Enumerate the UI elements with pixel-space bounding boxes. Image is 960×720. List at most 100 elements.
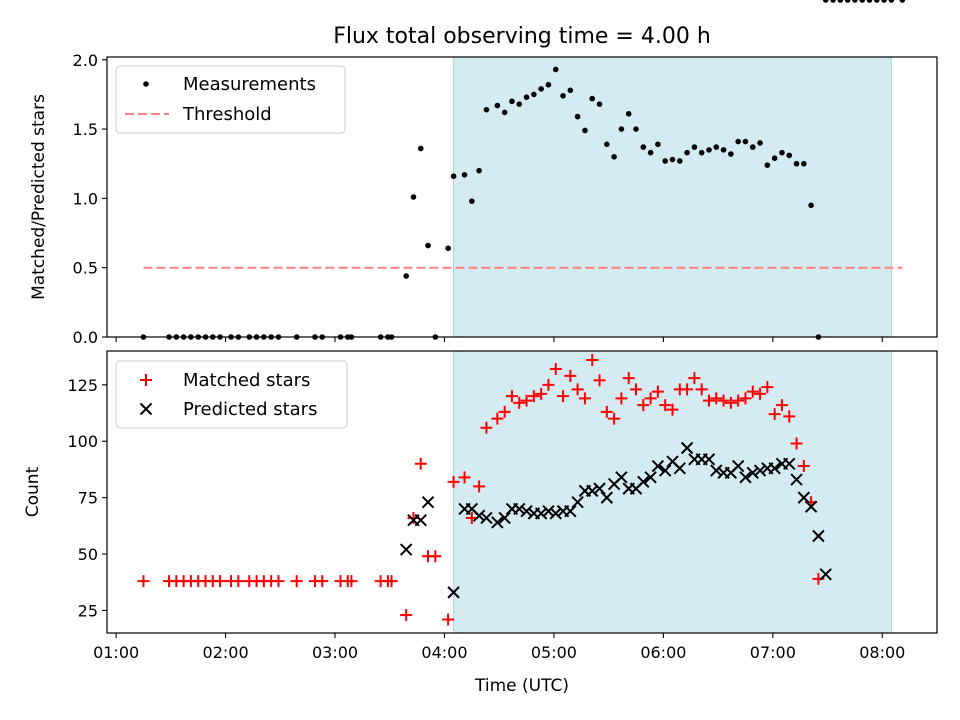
legend-label-matched: Matched stars [183, 370, 310, 391]
measurement-point [552, 66, 559, 73]
measurement-point [764, 162, 771, 168]
x-axis-label: Time (UTC) [474, 676, 569, 696]
measurement-point [742, 138, 749, 145]
measurement-point [676, 158, 683, 164]
predicted-star-point [680, 441, 694, 455]
predicted-star-points [399, 441, 832, 599]
matched-star-point [400, 608, 413, 621]
bottom-axes-frame [106, 350, 938, 634]
measurement-point [655, 141, 661, 148]
y-tick-label: 125 [67, 376, 98, 395]
predicted-star-point [513, 502, 526, 516]
predicted-star-point [480, 511, 493, 525]
matched-star-point [429, 550, 442, 563]
matched-star-point [659, 399, 672, 412]
matched-star-point [571, 383, 584, 396]
measurement-point [779, 149, 785, 156]
matched-star-point [783, 410, 796, 423]
measurement-point [830, 0, 836, 3]
observing-window-band [453, 56, 892, 338]
measurement-point [589, 95, 596, 102]
measurement-point [618, 126, 625, 132]
x-tick-label: 07:00 [750, 643, 796, 662]
x-tick-label: 08:00 [859, 643, 905, 662]
matched-star-point [702, 394, 715, 407]
matched-star-point [578, 392, 591, 405]
matched-star-point [695, 383, 708, 396]
matched-star-point [761, 381, 774, 394]
measurement-point [450, 173, 457, 180]
bottom-legend: Matched stars Predicted stars [115, 360, 348, 429]
matched-star-point [651, 385, 664, 398]
matched-star-point [214, 575, 227, 588]
measurement-point [410, 194, 417, 200]
legend-x-glyph [139, 402, 153, 416]
matched-star-point [790, 437, 803, 450]
predicted-star-point [797, 491, 811, 504]
matched-star-point [775, 399, 788, 412]
matched-star-point [447, 475, 460, 488]
predicted-star-point [600, 491, 614, 504]
measurement-point [713, 144, 720, 150]
predicted-star-point [804, 500, 818, 513]
predicted-star-point [812, 529, 825, 543]
observing-window-band [453, 350, 892, 634]
measurement-point [822, 0, 829, 3]
matched-star-point [797, 460, 810, 473]
matched-star-point [600, 405, 613, 418]
matched-star-point [442, 613, 455, 626]
measurement-point [844, 0, 851, 3]
measurement-point [757, 140, 763, 146]
legend-plus-glyph [140, 374, 152, 386]
measurement-point [483, 106, 490, 113]
matched-star-point [557, 390, 570, 403]
top-legend-box [115, 65, 346, 134]
matched-star-point [527, 390, 540, 403]
matched-star-point [688, 372, 701, 385]
y-tick-label: 50 [78, 545, 98, 564]
predicted-star-point [790, 473, 803, 486]
matched-star-point [746, 385, 759, 398]
matched-star-point [232, 575, 245, 588]
matched-star-points [137, 354, 825, 626]
measurement-point [786, 152, 793, 159]
predicted-star-point [586, 484, 599, 498]
matched-star-point [732, 394, 745, 407]
predicted-star-point [491, 516, 504, 529]
measurement-point [874, 0, 880, 3]
predicted-star-point [702, 453, 716, 466]
measurement-point [749, 144, 756, 150]
measurement-point [771, 155, 778, 161]
predicted-star-point [399, 543, 413, 556]
matched-star-point [513, 396, 526, 409]
measurement-point [691, 144, 698, 150]
predicted-star-point [819, 568, 832, 581]
matched-star-point [520, 394, 533, 407]
matched-star-point [593, 374, 606, 387]
predicted-star-point [710, 464, 723, 477]
matched-star-point [549, 363, 562, 376]
matched-star-point [498, 405, 511, 418]
y-tick-label: 100 [67, 432, 98, 451]
measurement-point [469, 198, 475, 204]
predicted-star-point [542, 504, 555, 518]
predicted-star-point [673, 462, 686, 475]
measurement-point [445, 245, 451, 252]
measurement-point [582, 127, 588, 134]
measurement-point [494, 102, 501, 109]
measurement-point [417, 145, 424, 152]
matched-star-point [622, 372, 635, 385]
top-axes-frame [106, 56, 938, 338]
star-count-panel: 25 50 75 100 125 01:00 02:00 03:00 04:00 05:00 06… [23, 350, 938, 696]
measurement-point [684, 149, 690, 156]
predicted-star-point [498, 511, 511, 525]
matched-star-point [666, 403, 679, 416]
matched-star-point [644, 392, 657, 405]
matched-star-point [316, 575, 329, 588]
measurement-point [728, 151, 734, 157]
x-tick-label: 01:00 [93, 643, 139, 662]
bottom-y-axis-label: Count [23, 466, 43, 517]
measurement-point [669, 156, 676, 163]
matched-star-point [724, 396, 737, 409]
